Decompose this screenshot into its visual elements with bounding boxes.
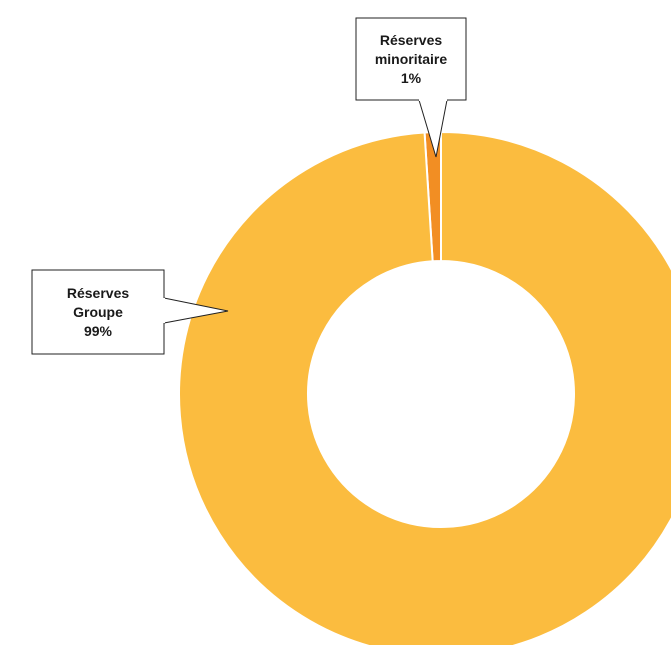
- callout-minoritaire-label-line-0: Réserves: [380, 32, 442, 48]
- callout-minoritaire-label-line-2: 1%: [401, 70, 422, 86]
- callout-groupe-label-line-0: Réserves: [67, 285, 129, 301]
- callout-groupe-label-line-2: 99%: [84, 323, 113, 339]
- callout-minoritaire: Réserves minoritaire 1%: [355, 17, 467, 158]
- callout-minoritaire-label-line-1: minoritaire: [375, 51, 448, 67]
- callout-groupe: Réserves Groupe 99%: [31, 269, 229, 355]
- callout-groupe-label-line-1: Groupe: [73, 304, 123, 320]
- donut-slice-1: [178, 130, 671, 650]
- callout-groupe-box: [31, 269, 165, 355]
- callout-minoritaire-box: [355, 17, 467, 101]
